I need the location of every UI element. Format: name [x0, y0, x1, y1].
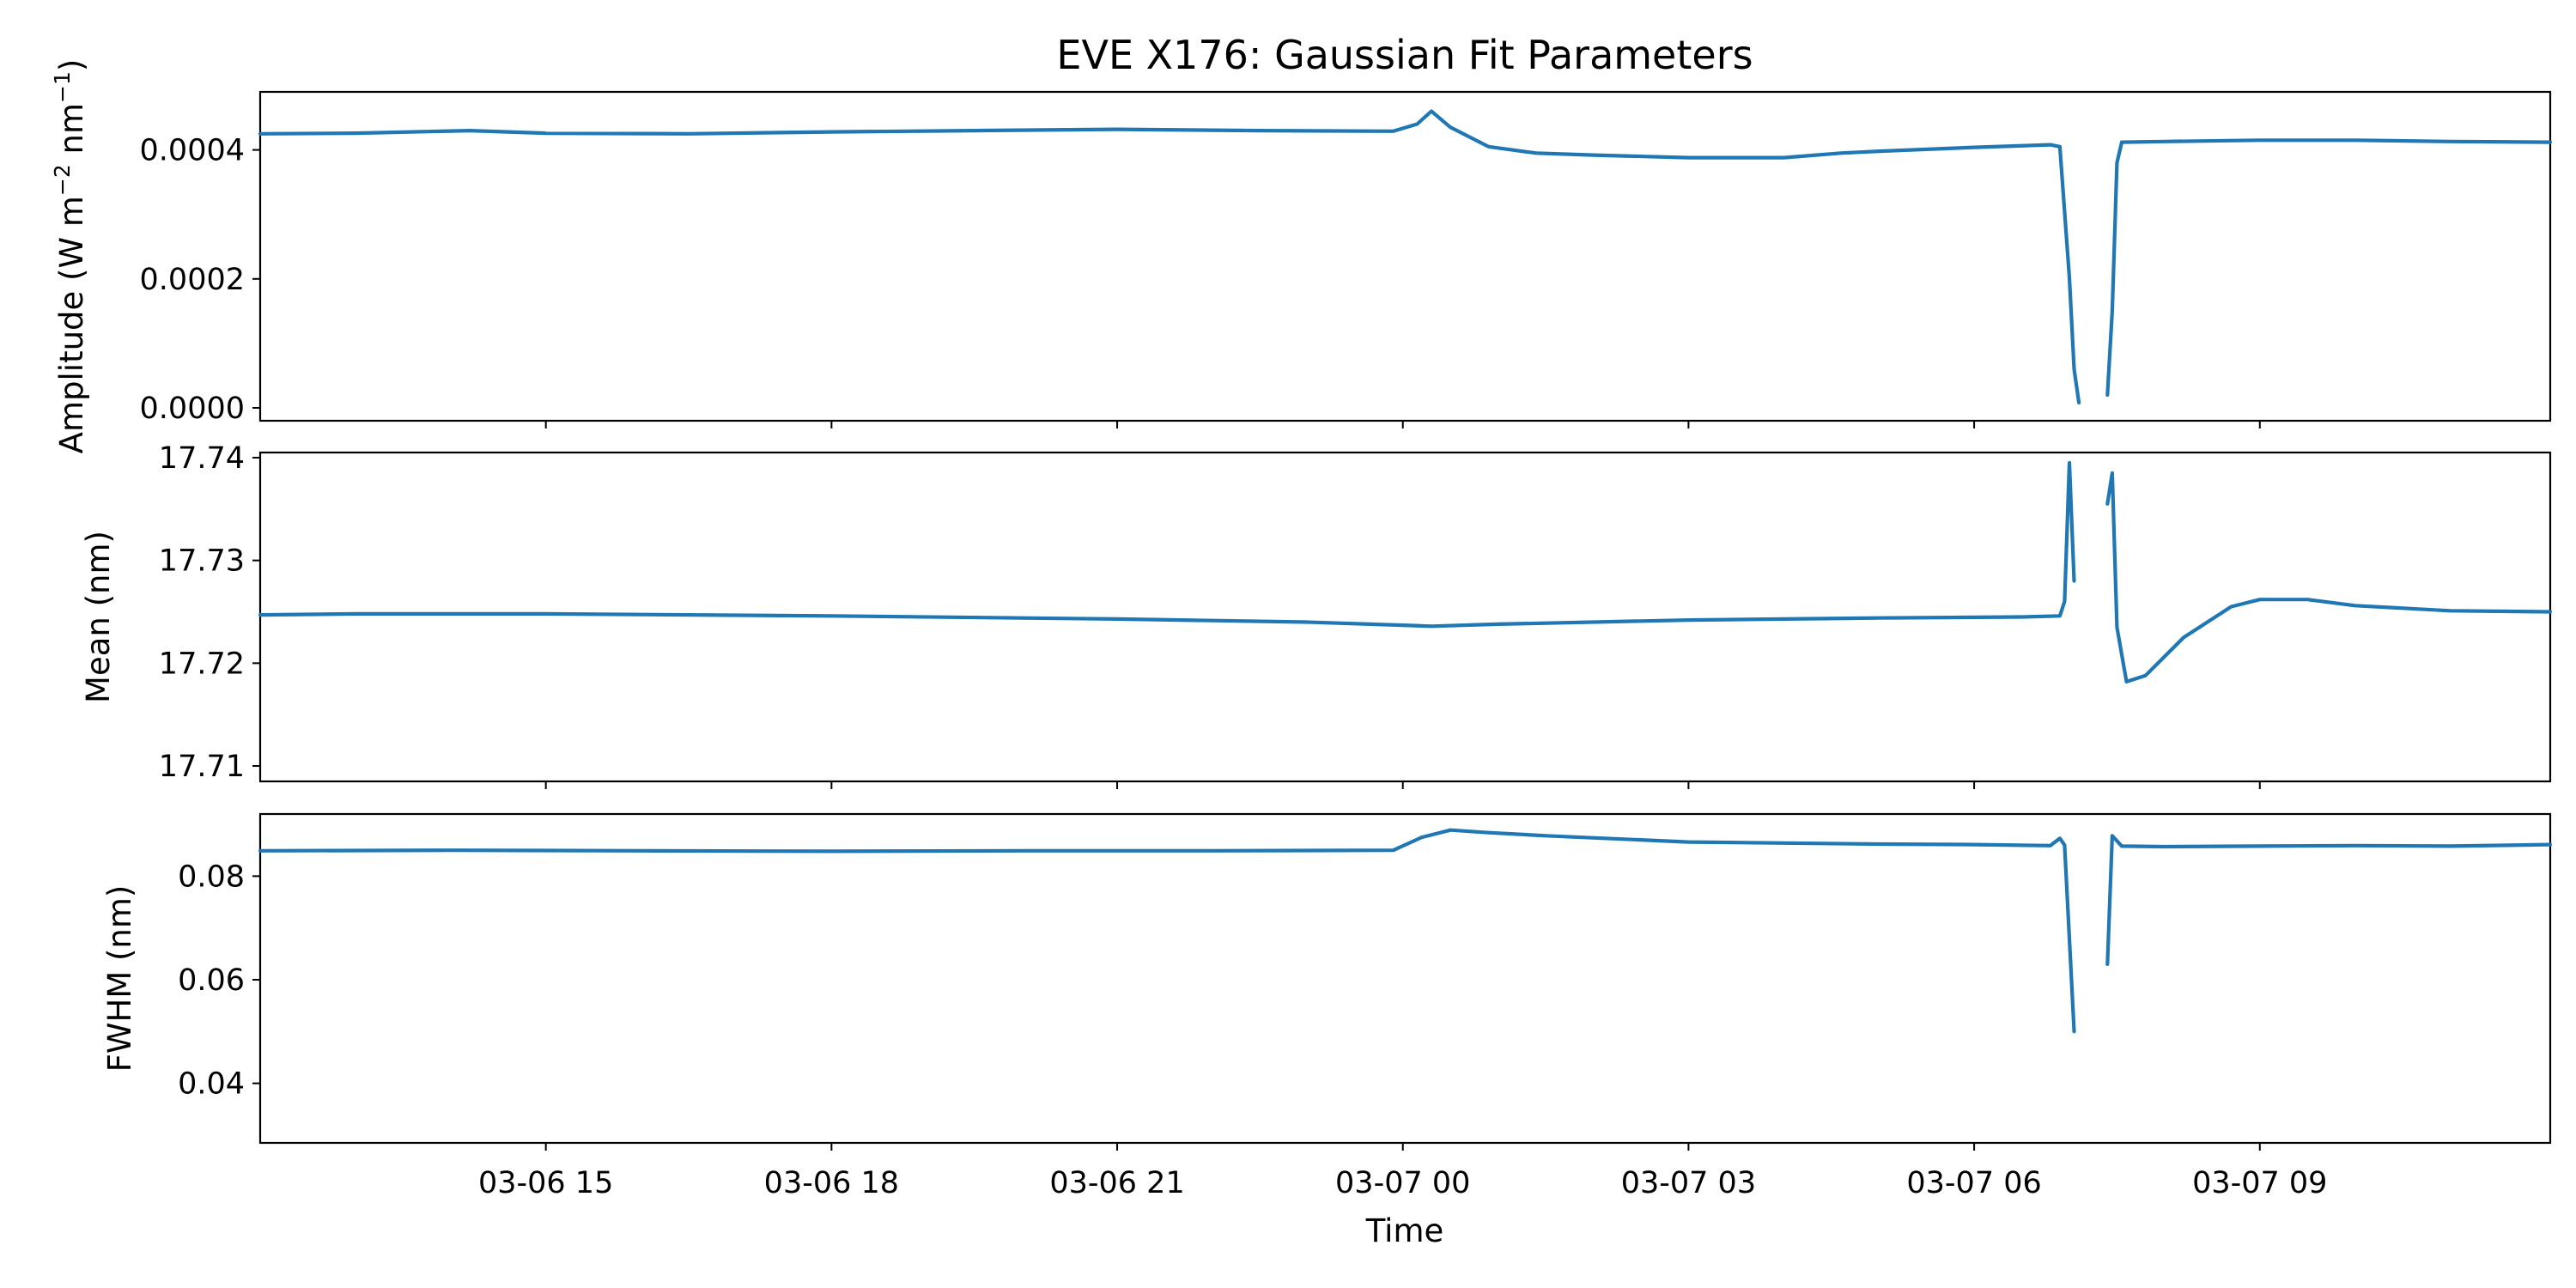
- fwhm-plot-frame: [258, 812, 2552, 1145]
- mean-plot-frame: [258, 451, 2552, 783]
- series-line-segment-1: [258, 460, 2076, 629]
- y-tick-label: 17.74: [159, 441, 245, 476]
- x-tick-label: 03-07 00: [1335, 1166, 1470, 1200]
- amplitude-series: [258, 109, 2553, 405]
- x-tick-label: 03-06 15: [478, 1166, 613, 1200]
- fwhm-x-ticks: [544, 1143, 2261, 1151]
- amplitude-y-axis: 0.0000 0.0002 0.0004: [140, 134, 260, 426]
- mean-x-ticks: [544, 781, 2261, 789]
- y-tick-label: 0.0000: [140, 392, 245, 426]
- fwhm-y-label: FWHM (nm): [101, 885, 138, 1072]
- series-line-segment-1: [258, 828, 2076, 1034]
- x-axis-label: Time: [1365, 1212, 1444, 1249]
- series-line-segment-2: [2105, 834, 2553, 967]
- y-tick-label: 17.72: [159, 647, 245, 681]
- y-tick-label: 17.71: [159, 750, 245, 784]
- fwhm-panel: 0.04 0.06 0.08 FWHM (nm): [101, 812, 2553, 1151]
- chart-title: EVE X176: Gaussian Fit Parameters: [1056, 32, 1753, 78]
- amplitude-panel: 0.0000 0.0002 0.0004 Amplitude (W m−2 nm−1…: [50, 59, 2553, 454]
- x-tick-label: 03-07 03: [1621, 1166, 1756, 1200]
- mean-y-axis: 17.71 17.72 17.73 17.74: [159, 441, 260, 784]
- series-line-segment-2: [2105, 138, 2553, 398]
- y-tick-label: 0.08: [178, 860, 245, 894]
- amplitude-x-ticks: [544, 421, 2261, 428]
- y-tick-label: 17.73: [159, 544, 245, 579]
- fwhm-series: [258, 828, 2553, 1034]
- mean-panel: 17.71 17.72 17.73 17.74 Mean (nm): [80, 441, 2553, 789]
- y-tick-label: 0.04: [178, 1067, 245, 1102]
- fwhm-y-axis: 0.04 0.06 0.08: [178, 860, 260, 1102]
- x-tick-label: 03-07 06: [1906, 1166, 2041, 1200]
- amplitude-y-label: Amplitude (W m−2 nm−1): [50, 59, 90, 454]
- x-axis-tick-labels: 03-06 15 03-06 18 03-06 21 03-07 00 03-07 03…: [478, 1166, 2327, 1200]
- mean-series: [258, 460, 2553, 684]
- mean-y-label: Mean (nm): [80, 531, 117, 703]
- x-tick-label: 03-07 09: [2192, 1166, 2327, 1200]
- series-line-segment-2: [2105, 471, 2553, 684]
- series-line-segment-1: [258, 109, 2081, 405]
- y-tick-label: 0.0002: [140, 263, 245, 297]
- x-tick-label: 03-06 18: [764, 1166, 899, 1200]
- x-tick-label: 03-06 21: [1049, 1166, 1184, 1200]
- y-tick-label: 0.0004: [140, 134, 245, 168]
- amplitude-plot-frame: [258, 90, 2552, 422]
- y-tick-label: 0.06: [178, 963, 245, 998]
